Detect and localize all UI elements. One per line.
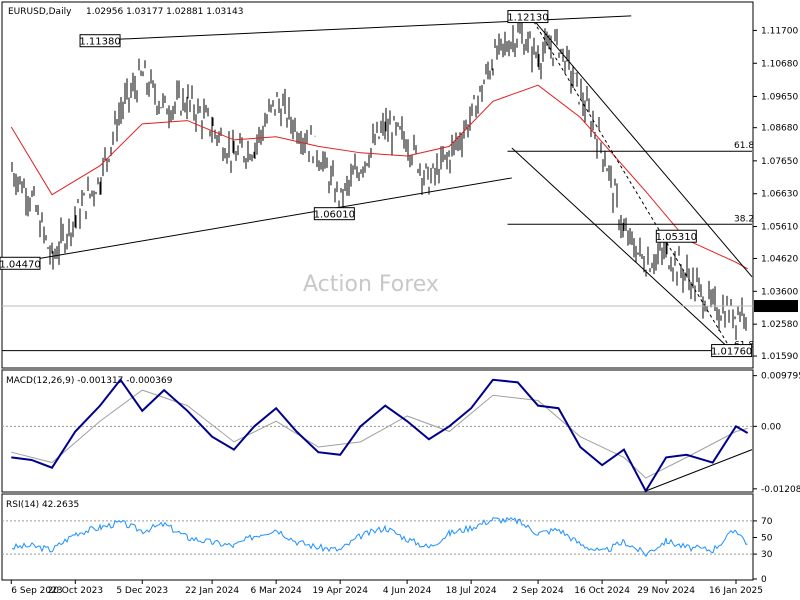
macd-axis-label: 0.00 bbox=[761, 422, 781, 432]
rsi-axis-label: 50 bbox=[761, 534, 773, 544]
price-annotation-label: 1.05310 bbox=[656, 232, 697, 243]
price-annotation-label: 1.01760 bbox=[711, 347, 752, 358]
x-axis-label: 2 Sep 2024 bbox=[512, 586, 564, 596]
ohlc-label: 1.02956 1.03177 1.02881 1.03143 bbox=[86, 7, 243, 17]
macd-title: MACD(12,26,9) -0.001317 -0.000369 bbox=[6, 376, 173, 386]
price-axis-label: 1.05610 bbox=[761, 223, 798, 233]
lower-trendline bbox=[11, 177, 512, 264]
price-axis-label: 1.01590 bbox=[761, 352, 798, 362]
price-annotation-box bbox=[711, 344, 753, 358]
watermark: Action Forex bbox=[303, 272, 439, 297]
price-annotation-box bbox=[313, 207, 355, 221]
x-axis-label: 5 Dec 2023 bbox=[116, 586, 168, 596]
x-axis-label: 18 Jul 2024 bbox=[446, 586, 497, 596]
rsi-axis-label: 70 bbox=[761, 517, 773, 527]
x-axis-label: 16 Jan 2025 bbox=[709, 586, 763, 596]
retracement-dashed-line bbox=[530, 16, 733, 351]
price-annotation-label: 1.11380 bbox=[79, 37, 120, 48]
price-axis-label: 1.10680 bbox=[761, 59, 798, 69]
x-axis-label: 16 Oct 2024 bbox=[574, 586, 630, 596]
price-annotation-label: 1.06010 bbox=[314, 210, 355, 221]
macd-trendline bbox=[645, 449, 753, 492]
x-axis-label: 19 Apr 2024 bbox=[312, 586, 368, 596]
x-axis-label: 4 Jun 2024 bbox=[383, 586, 432, 596]
current-price-box bbox=[754, 300, 798, 313]
rsi-axis-label: 0 bbox=[761, 575, 767, 585]
price-annotation-box bbox=[655, 229, 697, 243]
price-axis-label: 1.04620 bbox=[761, 254, 798, 264]
price-annotation-box bbox=[0, 256, 41, 270]
macd-signal-line bbox=[11, 389, 748, 479]
price-axis-label: 1.03600 bbox=[761, 287, 798, 297]
macd-line bbox=[11, 378, 749, 494]
price-axis-label: 1.09650 bbox=[761, 92, 798, 102]
x-axis-label: 6 Mar 2024 bbox=[250, 586, 302, 596]
price-annotation-label: 1.04470 bbox=[0, 259, 41, 270]
channel-upper-line bbox=[530, 16, 753, 278]
price-annotation-label: 1.12130 bbox=[507, 13, 548, 24]
price-axis-label: 1.11700 bbox=[761, 26, 798, 36]
x-axis-label: 22 Jan 2024 bbox=[185, 586, 239, 596]
price-axis-label: 1.02580 bbox=[761, 320, 798, 330]
price-axis-label: 1.08680 bbox=[761, 124, 798, 134]
macd-axis-label: -0.012081 bbox=[761, 485, 800, 495]
price-axis-label: 1.07650 bbox=[761, 157, 798, 167]
x-axis-label: 29 Nov 2024 bbox=[637, 586, 695, 596]
macd-panel-frame bbox=[1, 369, 754, 493]
macd-axis-label: 0.009795 bbox=[761, 372, 800, 382]
symbol-label: EURUSD,Daily bbox=[8, 7, 72, 17]
price-axis-label: 1.06630 bbox=[761, 190, 798, 200]
fib-level-label: 61.8 bbox=[734, 141, 754, 151]
x-axis-label: 6 Sep 2023 bbox=[11, 586, 62, 596]
x-axis-label: 20 Oct 2023 bbox=[47, 586, 103, 596]
rsi-line bbox=[11, 516, 748, 557]
rsi-axis-label: 30 bbox=[761, 550, 773, 560]
price-panel-frame bbox=[1, 1, 754, 369]
current-price-label: 1.03143 bbox=[757, 302, 794, 312]
moving-average-line bbox=[10, 84, 748, 270]
price-annotation-box bbox=[79, 34, 121, 48]
price-annotation-box bbox=[507, 10, 549, 24]
fib-level-label: 38.2 bbox=[734, 214, 754, 224]
channel-lower-line bbox=[511, 147, 732, 351]
rsi-title: RSI(14) 42.2635 bbox=[6, 500, 79, 510]
